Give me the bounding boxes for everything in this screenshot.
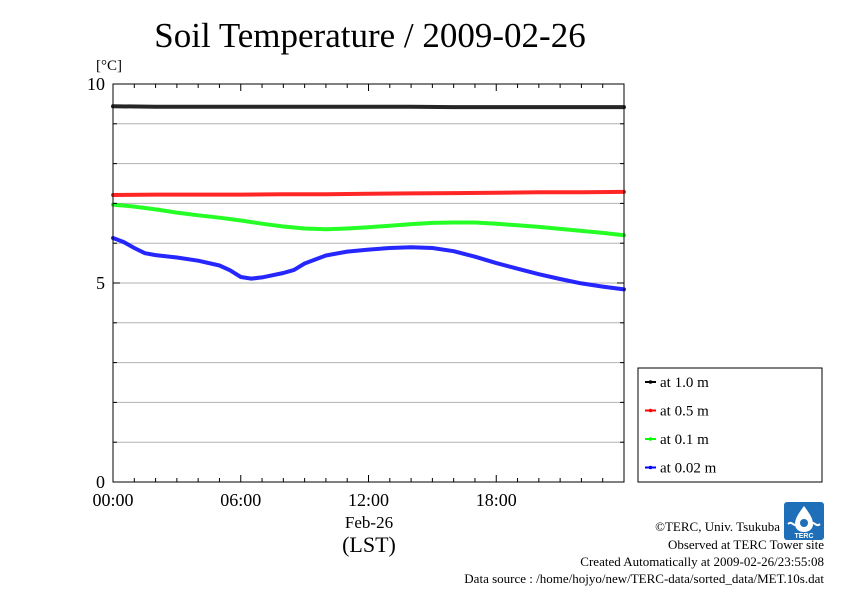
legend-label: at 0.5 m [660,404,709,420]
legend-label: at 1.0 m [660,375,709,391]
x-tick-label: 12:00 [348,490,389,510]
x-tick-labels: 00:00 06:00 12:00 18:00 [92,490,516,510]
y-tick-label: 0 [96,472,105,492]
grid-lines [113,123,624,443]
x-tick-label: 00:00 [92,490,133,510]
created-text: Created Automatically at 2009-02-26/23:5… [580,554,824,569]
copyright-text: ©TERC, Univ. Tsukuba [655,519,780,534]
y-tick-label: 10 [87,74,105,94]
legend-label: at 0.02 m [660,461,717,477]
series-line-2 [111,202,626,238]
legend-marker [648,437,653,441]
legend-items: at 1.0 m at 0.5 m at 0.1 m at 0.02 m [645,375,717,477]
plot-area [111,83,626,483]
legend-marker [648,465,653,470]
series-line-1 [111,189,626,197]
data-source-text: Data source : /home/hojyo/new/TERC-data/… [464,571,824,586]
series-line-3 [111,236,626,292]
x-tick-label: 18:00 [476,490,517,510]
x-timezone-label: (LST) [342,532,396,557]
series-layer [111,104,626,292]
series-line-0 [111,104,626,110]
logo-text: TERC [794,533,813,540]
legend-box [637,367,823,483]
terc-logo-icon: TERC [784,502,824,540]
x-date-label: Feb-26 [345,513,393,532]
y-tick-labels: 0 5 10 [87,74,105,492]
legend-label: at 0.1 m [660,432,709,448]
legend-marker [648,380,653,384]
chart-title: Soil Temperature / 2009-02-26 [154,16,585,55]
observed-text: Observed at TERC Tower site [668,537,824,552]
legend-marker [648,408,653,413]
axis-ticks [112,83,625,483]
y-axis-unit: [°C] [96,58,122,74]
legend: at 1.0 m at 0.5 m at 0.1 m at 0.02 m [637,367,823,483]
y-tick-label: 5 [96,273,105,293]
x-tick-label: 06:00 [220,490,261,510]
